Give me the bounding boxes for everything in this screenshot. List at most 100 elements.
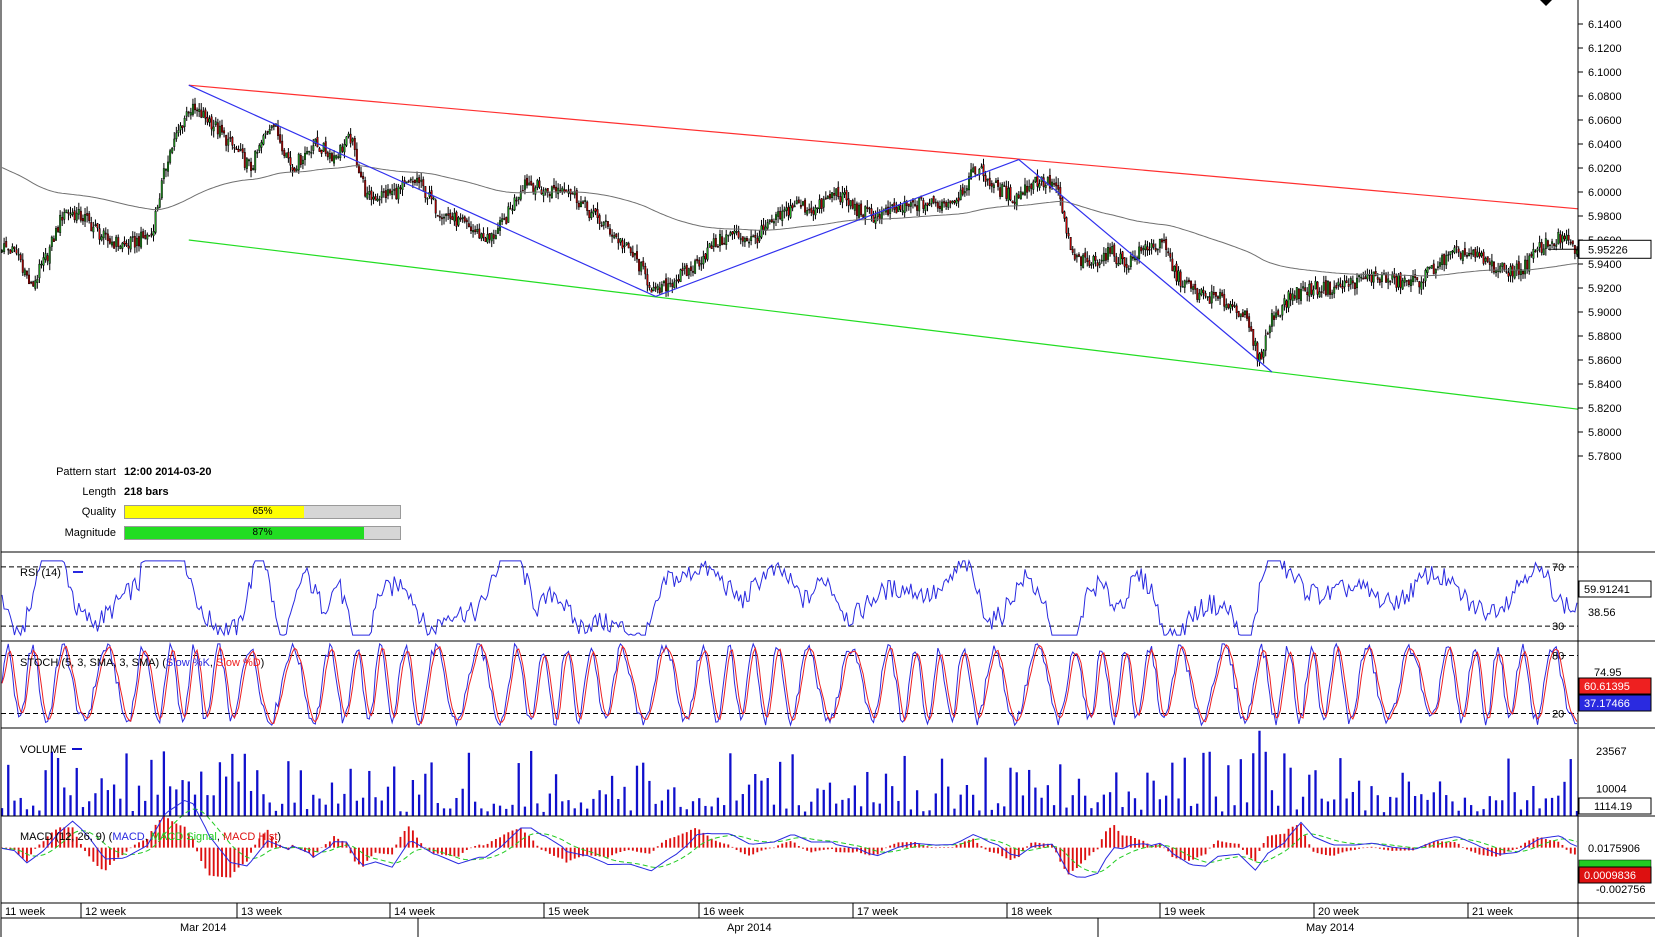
macd-hist-bar [1212, 843, 1215, 848]
candle-body [916, 205, 919, 211]
candle-body [941, 201, 943, 211]
candle-body [44, 253, 47, 260]
volume-bar [642, 762, 645, 816]
candle-body [162, 168, 165, 180]
macd-hist-bar [557, 847, 560, 858]
macd-hist-bar [478, 844, 481, 848]
stoch-k-line [1, 641, 1577, 727]
candle-body [119, 246, 122, 249]
macd-hist-bar [773, 847, 775, 849]
volume-bar [554, 774, 558, 816]
macd-hist-bar [1142, 840, 1145, 848]
volume-bar [542, 811, 545, 816]
macd-hist-bar [499, 837, 501, 848]
candle-body [1241, 312, 1244, 317]
candle-body [138, 236, 140, 247]
candle-body [523, 179, 526, 190]
macd-hist-bar [453, 847, 456, 857]
candle-body [501, 218, 504, 222]
candle-body [420, 179, 423, 182]
volume-bar [779, 761, 782, 816]
candle-body [1038, 183, 1041, 189]
candle-body [1007, 187, 1010, 201]
candle-body [1075, 255, 1078, 258]
volume-bar [1413, 795, 1417, 816]
candle-body [658, 287, 661, 294]
candle-body [1071, 248, 1074, 253]
volume-bar [722, 805, 726, 816]
candle-body [1275, 312, 1278, 318]
candle-body [1565, 234, 1568, 241]
volume-bar [866, 771, 869, 816]
candle-body [1515, 263, 1518, 271]
candle-body [59, 214, 62, 233]
volume-bar [990, 809, 993, 816]
candle-body [1082, 254, 1085, 268]
volume-bar [467, 752, 471, 816]
candle-body [1252, 328, 1255, 346]
macd-hist-bar [1308, 844, 1311, 848]
price-tick-label: 5.9400 [1588, 259, 1622, 271]
macd-hist-bar [731, 846, 734, 848]
candle-body [374, 196, 377, 201]
candle-body [812, 210, 815, 215]
volume-bar [1320, 798, 1323, 816]
rsi-title: RSI (14) [20, 567, 61, 579]
macd-hist-bar [503, 834, 506, 848]
candle-body [1219, 292, 1222, 299]
candle-body [434, 199, 437, 214]
volume-bar [305, 809, 309, 816]
volume-bar [530, 750, 533, 816]
candle-body [293, 168, 296, 173]
candle-body [687, 268, 690, 276]
magnitude-label: Magnitude [64, 527, 116, 539]
macd-hist-bar [627, 847, 630, 851]
candle-body [1057, 184, 1060, 190]
volume-bar [1301, 796, 1305, 816]
candle-body [1308, 283, 1311, 297]
candle-body [204, 109, 207, 119]
volume-bar [13, 800, 16, 816]
candle-body [1104, 253, 1107, 261]
candle-body [791, 204, 794, 209]
candle-body [19, 254, 22, 260]
macd-hist-bar [1225, 842, 1228, 848]
month-label: Mar 2014 [180, 922, 226, 934]
volume-bar [835, 803, 838, 816]
candle-body [11, 246, 14, 253]
volume-bar [94, 793, 97, 816]
candle-body [250, 161, 253, 171]
candle-body [1503, 263, 1506, 270]
macd-hist-bar [1279, 834, 1282, 848]
volume-bar [592, 798, 595, 816]
candle-body [1322, 281, 1325, 291]
volume-bar [1463, 797, 1467, 816]
macd-hist-bar [577, 847, 580, 858]
macd-hist-bar [598, 847, 601, 857]
volume-bar [635, 765, 639, 816]
macd-hist-bar [1287, 828, 1290, 848]
volume-bar [928, 810, 931, 816]
quality-value: 65% [252, 506, 273, 517]
candle-body [1551, 241, 1554, 244]
macd-hist-bar [1001, 847, 1004, 857]
candle-body [1077, 254, 1080, 257]
candle-body [214, 121, 217, 126]
candle-body [1024, 184, 1026, 195]
macd-hist-bar [50, 832, 53, 848]
stoch-level-label: 20 [1552, 709, 1564, 721]
volume-bar [1432, 792, 1435, 816]
candle-body [781, 210, 784, 221]
volume-bar [1476, 811, 1479, 816]
candle-body [42, 257, 45, 266]
volume-bar [461, 788, 464, 816]
candle-body [1536, 248, 1539, 251]
volume-bar [1115, 772, 1118, 816]
macd-hist-bar [125, 847, 128, 852]
macd-hist-bar [21, 847, 24, 859]
candle-body [652, 287, 655, 292]
candle-body [752, 235, 755, 238]
volume-bar [368, 770, 371, 816]
volume-bar [150, 759, 153, 816]
candle-body [422, 179, 425, 187]
